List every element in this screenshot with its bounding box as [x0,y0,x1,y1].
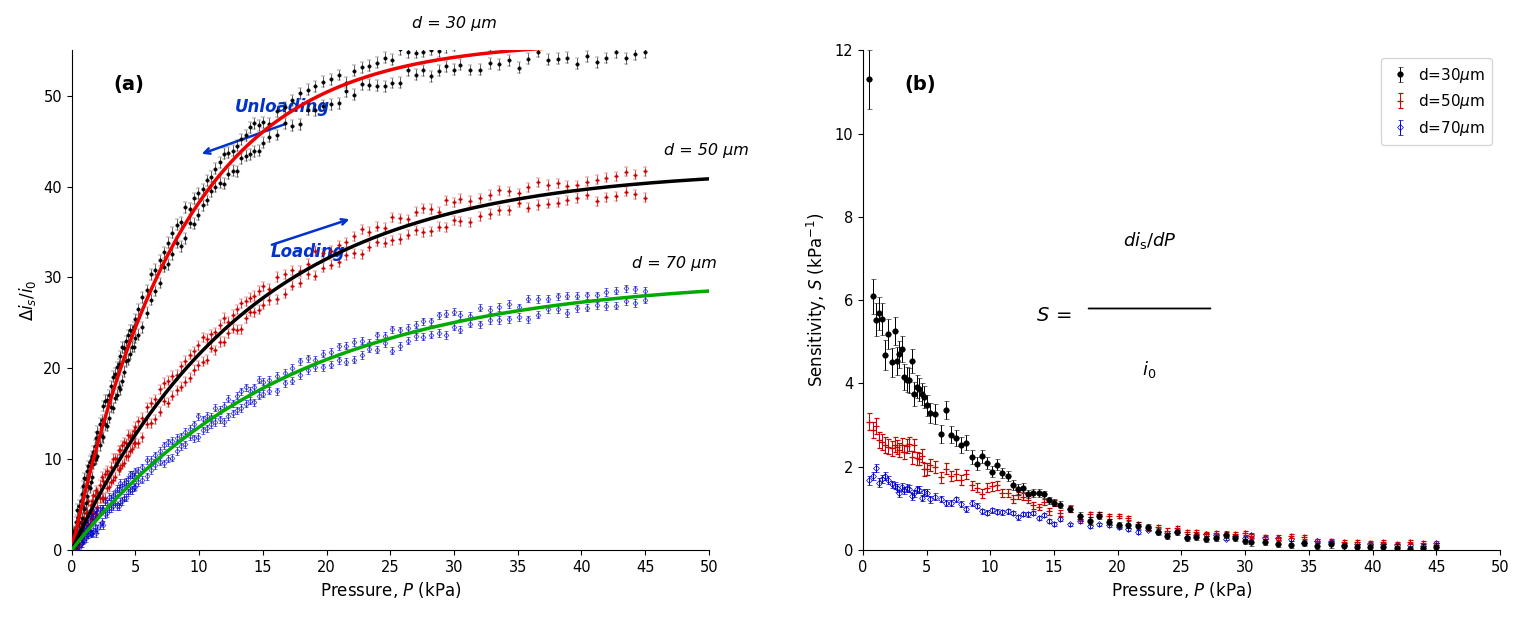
Text: (a): (a) [113,75,143,94]
Text: (b): (b) [905,75,935,94]
X-axis label: Pressure, $P$ (kPa): Pressure, $P$ (kPa) [319,581,461,600]
Text: d = 70 μm: d = 70 μm [632,256,717,271]
Y-axis label: $\Delta i_s/i_0$: $\Delta i_s/i_0$ [17,280,38,321]
Legend: d=30$\mu$m, d=50$\mu$m, d=70$\mu$m: d=30$\mu$m, d=50$\mu$m, d=70$\mu$m [1381,58,1492,146]
Text: Loading: Loading [270,242,345,260]
Text: $S\,=$: $S\,=$ [1036,306,1071,325]
Text: d = 30 μm: d = 30 μm [412,15,496,31]
Text: $di_{\rm s}/dP$: $di_{\rm s}/dP$ [1123,230,1177,251]
Text: Unloading: Unloading [235,98,330,116]
Text: d = 50 μm: d = 50 μm [664,143,749,158]
Y-axis label: Sensitivity, $S$ (kPa$^{-1}$): Sensitivity, $S$ (kPa$^{-1}$) [804,213,829,387]
Text: $i_0$: $i_0$ [1143,359,1157,380]
X-axis label: Pressure, $P$ (kPa): Pressure, $P$ (kPa) [1111,581,1251,600]
